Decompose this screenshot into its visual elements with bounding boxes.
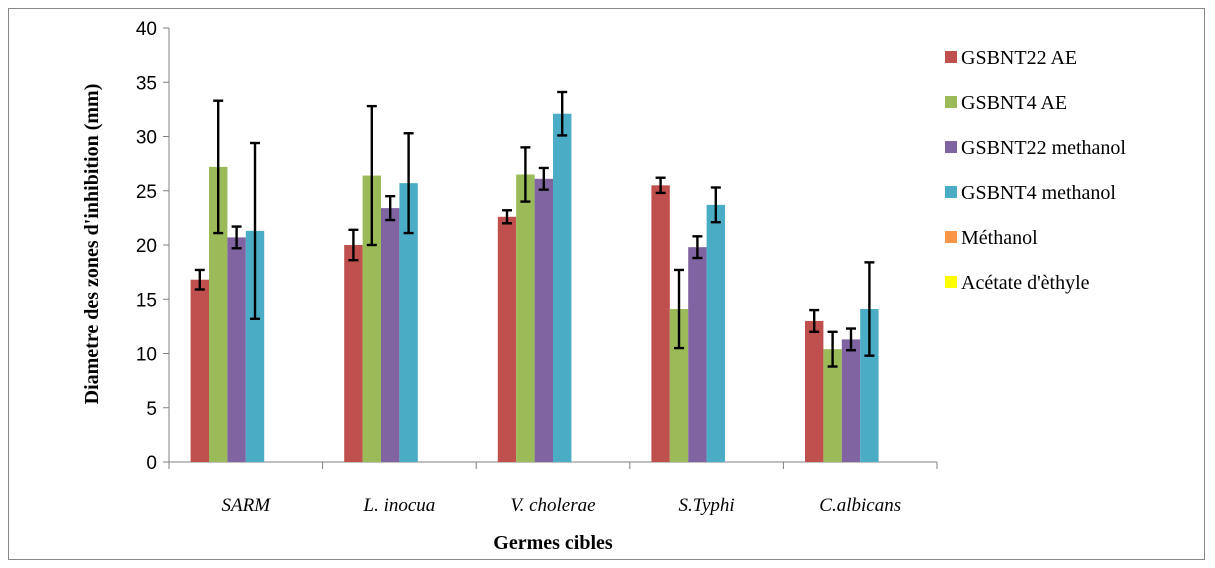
y-tick-label: 15 [136,290,157,311]
y-axis-title: Diametre des zones d'inhibition (mm) [81,84,103,405]
x-tick-label: L. inocua [363,495,436,516]
y-tick-label: 25 [136,182,157,203]
bar [651,185,670,462]
legend-entry: GSBNT4 AE [961,92,1067,114]
x-tick-label: C.albicans [819,495,901,516]
x-category-labels: SARM L. inocua V. cholerae S.Typhi C.albican… [222,495,902,516]
y-tick-label: 10 [136,345,157,366]
bar [706,204,725,463]
bar [245,230,265,462]
legend-entry: Acétate d'èthyle [961,272,1090,294]
bar [688,247,707,462]
legend-entry: GSBNT4 methanol [961,182,1116,204]
y-tick-label: 40 [136,19,157,40]
bar [399,183,418,462]
bars [190,113,879,463]
legend-swatch [945,141,957,153]
y-tick-labels: 0 5 10 15 20 25 30 35 40 [136,19,157,474]
legend: GSBNT22 AE GSBNT4 AE GSBNT22 methanol GSBNT… [945,47,1126,294]
bar [209,166,228,462]
y-tick-label: 0 [146,453,157,474]
bar [823,349,842,462]
legend-entry: Méthanol [961,227,1038,249]
bar [344,245,363,462]
y-tick-label: 5 [146,399,157,420]
y-tick-label: 30 [136,128,157,149]
x-tick-label: V. cholerae [510,495,595,516]
bar [227,237,246,462]
x-tick-label: SARM [222,495,272,516]
legend-swatch [945,96,957,108]
y-tick-label: 20 [136,236,157,257]
legend-entry: GSBNT22 methanol [961,137,1126,159]
bar [841,339,861,462]
legend-swatch [945,51,957,63]
legend-swatch [945,186,957,198]
bar [553,113,572,462]
bar [534,178,553,462]
bar [805,320,824,462]
bar [860,309,879,462]
x-tick-label: S.Typhi [679,495,735,516]
bar [516,174,535,462]
legend-swatch [945,231,957,243]
legend-swatch [945,276,957,288]
legend-entry: GSBNT22 AE [961,47,1077,69]
bar [381,208,400,462]
bar [497,216,517,462]
error-bars [194,90,875,368]
bar [190,279,209,462]
y-tick-label: 35 [136,73,157,94]
bar [362,175,381,462]
x-axis-title: Germes cibles [493,532,613,554]
